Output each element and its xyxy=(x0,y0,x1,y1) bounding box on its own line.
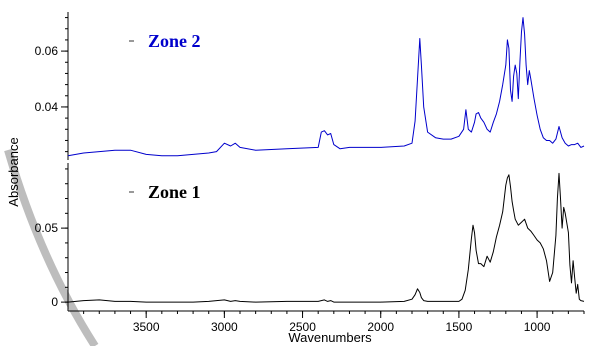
top-series-line xyxy=(67,17,585,157)
top-y-tick-label: 0.06 xyxy=(35,44,59,58)
bottom-y-tick-label: 0 xyxy=(51,295,58,309)
bottom-series-line xyxy=(67,172,585,303)
bottom-legend-label: Zone 1 xyxy=(148,182,201,202)
top-y-tick-label: 0.04 xyxy=(35,100,59,114)
zone-2-panel: 0.04 0.06 Zone 2 xyxy=(35,12,585,160)
x-tick-label: 3500 xyxy=(133,320,160,334)
decorative-arc xyxy=(4,148,99,346)
x-axis-label: Wavenumbers xyxy=(288,330,372,345)
x-tick-label: 1000 xyxy=(524,320,551,334)
x-tick-label: 2500 xyxy=(289,320,316,334)
bottom-y-tick-label: 0.05 xyxy=(35,221,59,235)
zone-1-panel: 0 0.05 Zone 1 3500 3000 2500 2000 1500 1000 xyxy=(35,163,585,334)
x-tick-label: 2000 xyxy=(367,320,394,334)
top-legend-label: Zone 2 xyxy=(148,31,201,51)
x-tick-label: 1500 xyxy=(446,320,473,334)
y-axis-label: Absorbance xyxy=(6,137,21,206)
x-tick-label: 3000 xyxy=(211,320,238,334)
